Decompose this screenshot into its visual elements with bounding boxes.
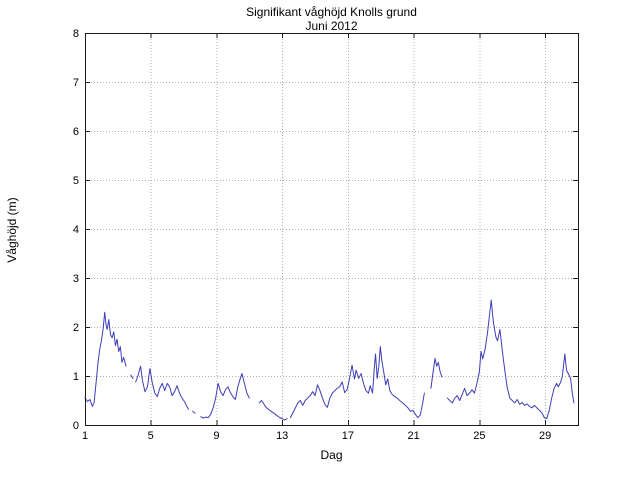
y-tick-label: 1 (73, 371, 79, 383)
y-tick-label: 4 (73, 224, 79, 236)
x-tick-label: 13 (276, 430, 288, 442)
wave-height-line (200, 373, 250, 419)
wave-height-line (84, 311, 127, 407)
wave-height-line (135, 365, 190, 410)
y-tick-label: 2 (73, 322, 79, 334)
x-tick-label: 29 (539, 430, 551, 442)
wave-height-line (446, 299, 575, 420)
wave-height-line (289, 346, 425, 419)
axes (85, 33, 579, 426)
y-tick-label: 5 (73, 175, 79, 187)
x-tick-label: 17 (342, 430, 354, 442)
x-tick-label: 25 (473, 430, 485, 442)
y-tick-label: 3 (73, 273, 79, 285)
x-tick-label: 9 (213, 430, 219, 442)
x-tick-label: 1 (82, 430, 88, 442)
wave-height-line (192, 410, 196, 414)
chart-title: Signifikant våghöjd Knolls grund (246, 5, 417, 19)
wave-height-line (430, 357, 443, 389)
y-tick-label: 0 (73, 420, 79, 432)
x-tick-label: 5 (148, 430, 154, 442)
data-series (84, 299, 575, 421)
x-tick-label: 21 (408, 430, 420, 442)
y-tick-label: 6 (73, 126, 79, 138)
wave-height-line (258, 400, 288, 421)
chart-title-block: Signifikant våghöjd Knolls grund Juni 20… (85, 5, 578, 33)
grid-lines (85, 33, 578, 425)
y-tick-label: 7 (73, 77, 79, 89)
chart-subtitle: Juni 2012 (305, 19, 358, 33)
y-tick-label: 8 (73, 28, 79, 40)
x-axis-label: Dag (320, 448, 343, 462)
wave-height-line (130, 374, 134, 379)
y-axis-label: Våghöjd (m) (5, 197, 19, 263)
